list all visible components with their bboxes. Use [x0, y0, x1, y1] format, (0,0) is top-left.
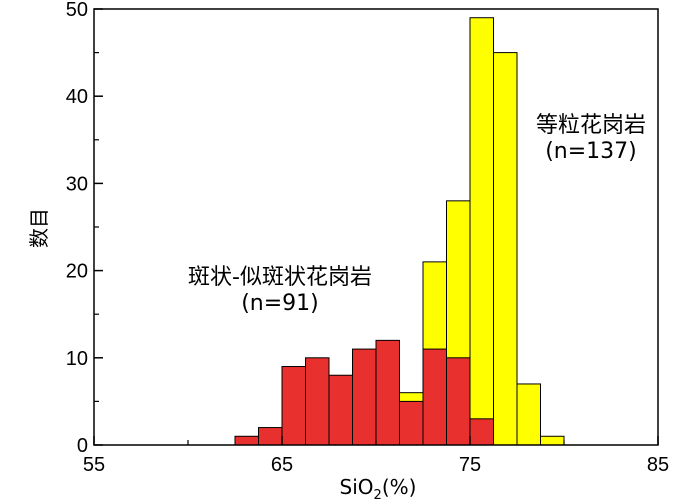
y-tick-label-0: 0: [77, 435, 88, 457]
bar-porphyritic-9: [446, 357, 471, 446]
bar-porphyritic-8: [422, 348, 447, 446]
x-tick-label-2: 75: [459, 454, 481, 476]
bar-porphyritic-3: [305, 357, 330, 446]
y-tick-label-1: 10: [66, 348, 88, 370]
bar-equigranular-5: [516, 383, 541, 446]
bar-porphyritic-5: [352, 348, 377, 446]
tick-labels-layer: 55 65 75 85 0 10 20 30 40 50: [66, 0, 669, 476]
y-tick-label-5: 50: [66, 0, 88, 21]
x-tick-label-3: 85: [647, 454, 669, 476]
x-tick-label-0: 55: [83, 454, 105, 476]
annotation-equigranular-name: 等粒花岗岩: [536, 113, 646, 138]
x-axis-title: SiO2(%): [340, 475, 417, 501]
bar-porphyritic-10: [469, 418, 494, 446]
x-axis-title-subscript: 2: [374, 488, 382, 501]
bar-equigranular-6: [540, 435, 565, 446]
annotation-equigranular-count: (n=137): [545, 139, 637, 164]
x-tick-label-1: 65: [271, 454, 293, 476]
y-axis-title: 数目: [27, 208, 51, 248]
y-tick-label-4: 40: [66, 86, 88, 108]
y-tick-label-2: 20: [66, 261, 88, 283]
bar-porphyritic-2: [281, 366, 306, 446]
annotation-porphyritic-name: 斑状-似斑状花岗岩: [188, 265, 372, 290]
bar-porphyritic-6: [375, 339, 400, 446]
bar-equigranular-3: [469, 17, 494, 446]
bar-porphyritic-7: [399, 400, 424, 446]
y-tick-label-3: 30: [66, 173, 88, 195]
axes-layer: [93, 8, 659, 446]
annotation-porphyritic-count: (n=91): [241, 291, 319, 316]
bar-porphyritic-4: [328, 374, 353, 446]
bars-layer: [234, 17, 565, 446]
bar-porphyritic-1: [258, 427, 283, 446]
x-axis-title-suffix: (%): [382, 475, 417, 499]
bar-porphyritic-0: [234, 435, 259, 446]
bar-equigranular-4: [493, 52, 518, 446]
